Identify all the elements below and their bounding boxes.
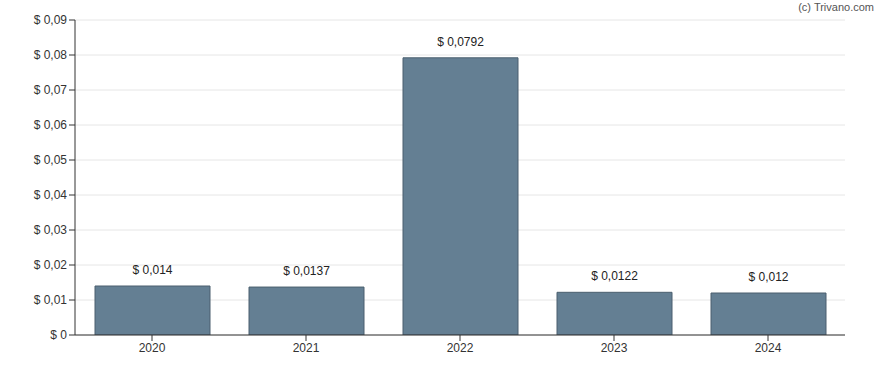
svg-text:2022: 2022 <box>447 341 474 355</box>
svg-text:$ 0,08: $ 0,08 <box>34 48 68 62</box>
svg-text:$ 0,0792: $ 0,0792 <box>437 35 484 49</box>
svg-text:$ 0,09: $ 0,09 <box>34 13 68 27</box>
svg-text:$ 0,06: $ 0,06 <box>34 118 68 132</box>
svg-text:2020: 2020 <box>139 341 166 355</box>
svg-text:2024: 2024 <box>755 341 782 355</box>
svg-text:$ 0,012: $ 0,012 <box>748 270 788 284</box>
svg-text:$ 0,07: $ 0,07 <box>34 83 68 97</box>
svg-text:$ 0,0122: $ 0,0122 <box>591 269 638 283</box>
svg-text:$ 0,02: $ 0,02 <box>34 258 68 272</box>
svg-text:$ 0,05: $ 0,05 <box>34 153 68 167</box>
svg-text:$ 0,0137: $ 0,0137 <box>283 264 330 278</box>
svg-text:$ 0,03: $ 0,03 <box>34 223 68 237</box>
html-text:(c) Trivano.com: (c) Trivano.com <box>798 1 874 13</box>
svg-text:2021: 2021 <box>293 341 320 355</box>
svg-text:$ 0,04: $ 0,04 <box>34 188 68 202</box>
svg-text:$ 0,01: $ 0,01 <box>34 293 68 307</box>
svg-text:2023: 2023 <box>601 341 628 355</box>
svg-text:$ 0: $ 0 <box>50 328 67 342</box>
svg-text:$ 0,014: $ 0,014 <box>132 263 172 277</box>
